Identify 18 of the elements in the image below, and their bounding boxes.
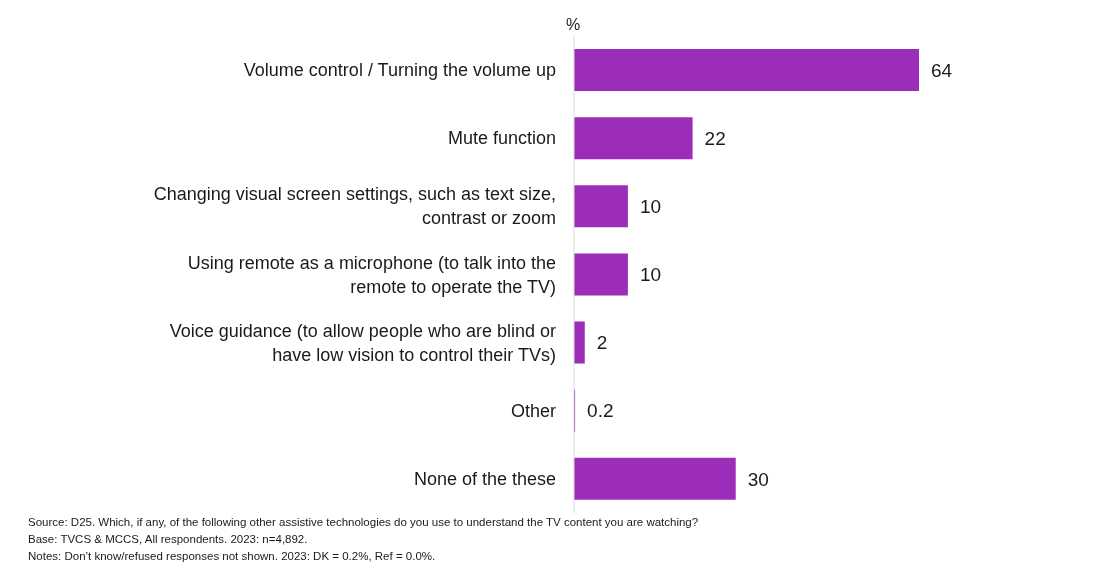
- text: Base: TVCS & MCCS, All respondents. 2023: n=4,892.: [28, 532, 309, 547]
- text: Notes: Don’t know/refused responses not shown. 2023: DK = 0.2%, Ref = 0.0%.: [28, 549, 437, 564]
- y-tick-label: None of the these: [413, 468, 556, 489]
- data-label: 10: [639, 196, 662, 218]
- y-tick-label: Voice guidance (to allow people who are blind or have low vision to control their TVs): [169, 320, 556, 365]
- x-axis-title: %: [566, 16, 581, 34]
- y-tick-label: Changing visual screen settings, such as text size, contrast or zoom: [153, 184, 556, 229]
- data-label: 0.2: [587, 400, 614, 422]
- data-label: 2: [596, 332, 608, 354]
- y-tick-label: Other: [510, 400, 556, 421]
- y-tick-label: Volume control / Turning the volume up: [243, 60, 556, 81]
- data-label: 22: [704, 127, 726, 149]
- y-tick-label: Mute function: [447, 128, 556, 149]
- data-label: 30: [747, 468, 769, 490]
- data-label: 10: [639, 264, 662, 286]
- data-label: 64: [931, 59, 953, 81]
- source-note: Source: D25. Which, if any, of the following other assistive technologies do you use to understand the TV content you are watching?: [28, 515, 699, 530]
- y-tick-label: Using remote as a microphone (to talk into the remote to operate the TV): [187, 252, 556, 297]
